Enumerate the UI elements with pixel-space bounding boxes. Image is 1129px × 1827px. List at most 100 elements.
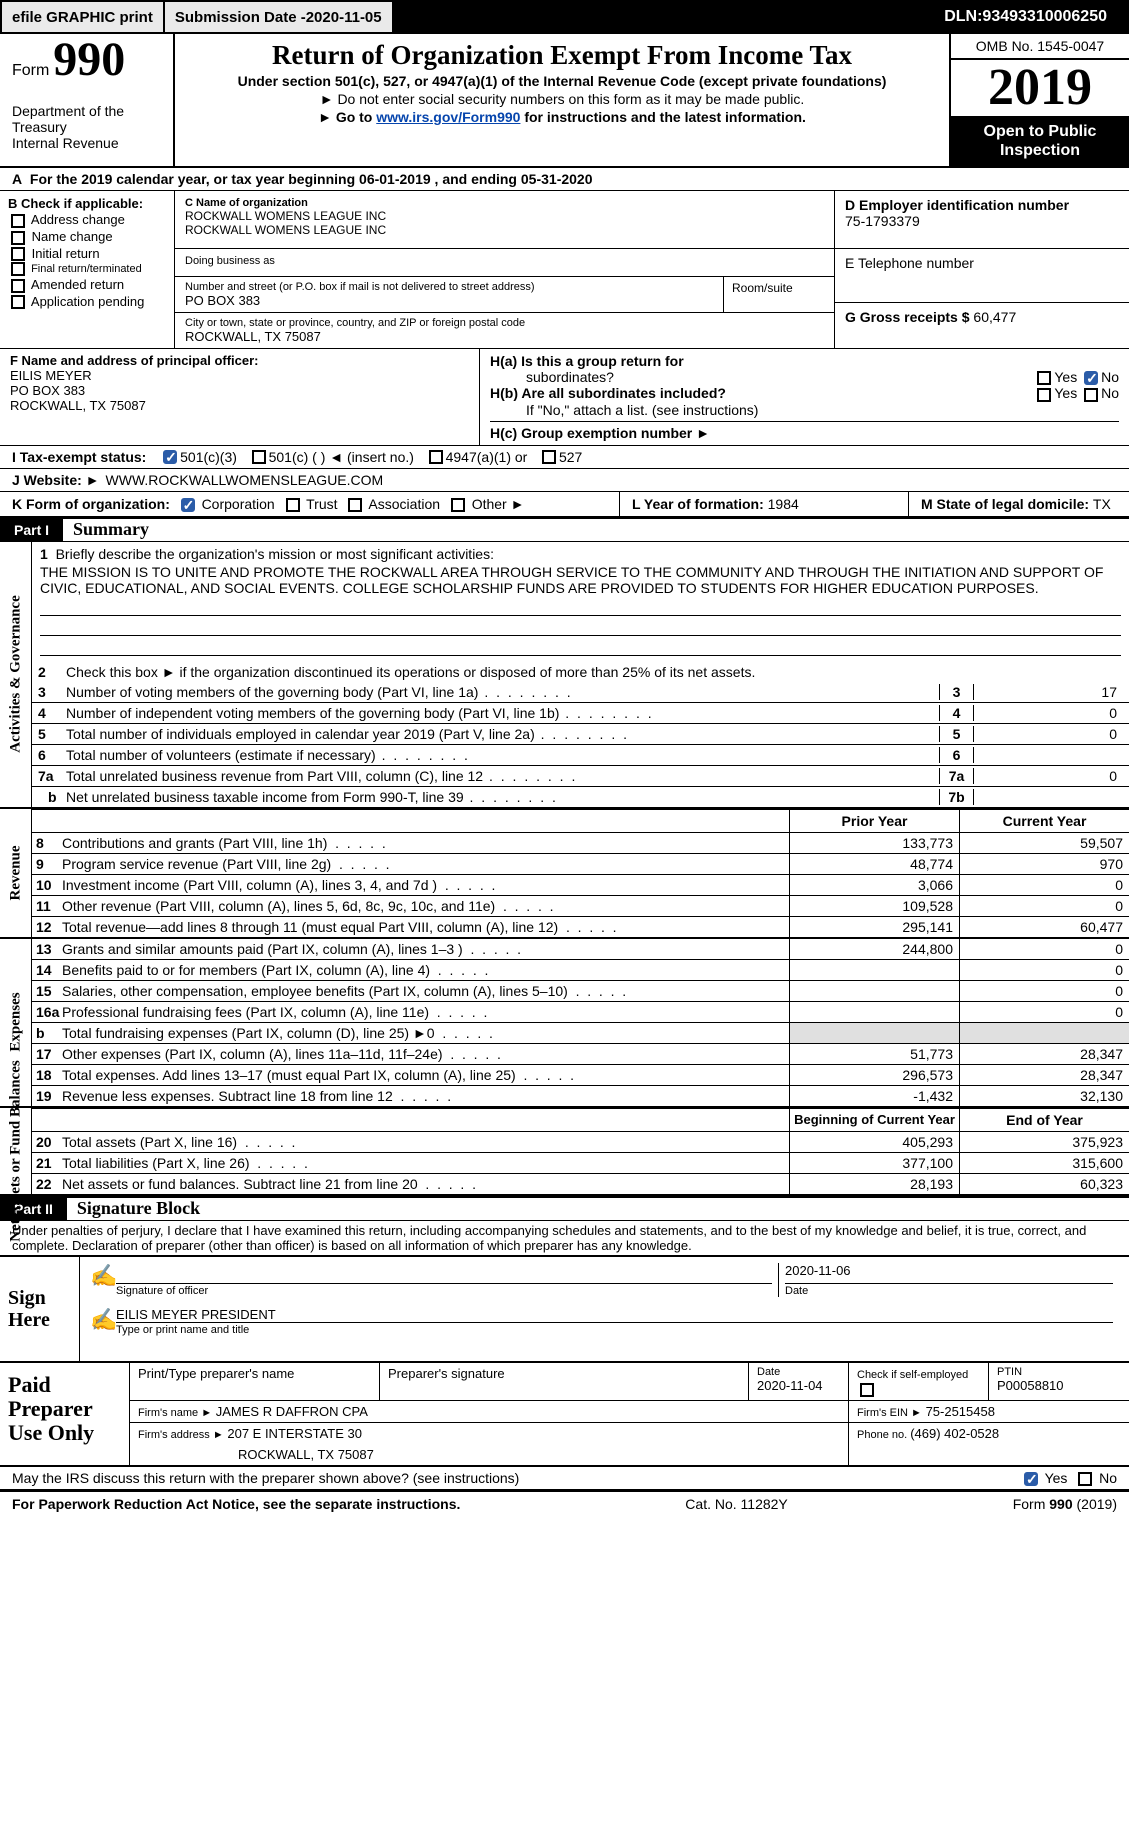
prep-name-header: Print/Type preparer's name [130,1363,380,1400]
irs-no-checkbox[interactable] [1078,1472,1092,1486]
row-i: I Tax-exempt status: 501(c)(3) 501(c) ( … [0,446,1129,469]
page-footer: For Paperwork Reduction Act Notice, see … [0,1490,1129,1522]
revenue-header: Prior Year Current Year [32,809,1129,833]
activities-vert-label: Activities & Governance [0,542,32,807]
firm-name-cell: Firm's name ► JAMES R DAFFRON CPA [130,1401,849,1422]
table-row: 10Investment income (Part VIII, column (… [32,875,1129,896]
line-7b-desc: Net unrelated business taxable income fr… [66,789,939,805]
box-d: D Employer identification number 75-1793… [834,191,1129,348]
k-trust-checkbox[interactable] [286,498,300,512]
firm-phone-cell: Phone no. (469) 402-0528 [849,1423,1129,1465]
signature-officer-label: Signature of officer [116,1283,772,1297]
street-label: Number and street (or P.O. box if mail i… [185,281,713,293]
website-value: WWW.ROCKWALLWOMENSLEAGUE.COM [106,472,384,488]
sign-date-value: 2020-11-06 [785,1263,1113,1283]
officer-name: EILIS MEYER [10,368,469,383]
net-header: Beginning of Current Year End of Year [32,1108,1129,1132]
chk-address-change[interactable]: Address change [8,212,166,228]
table-row: 11Other revenue (Part VIII, column (A), … [32,896,1129,917]
end-year-header: End of Year [959,1109,1129,1131]
footer-right: Form 990 (2019) [1013,1496,1117,1512]
hb-note: If "No," attach a list. (see instruction… [490,402,1119,418]
line-4-value: 0 [973,705,1123,721]
chk-name-change[interactable]: Name change [8,229,166,245]
ha-yes-checkbox[interactable] [1037,371,1051,385]
form990-link[interactable]: www.irs.gov/Form990 [376,109,520,125]
chk-final-return[interactable]: Final return/terminated [8,262,166,276]
prep-selfemp-cell: Check if self-employed [849,1363,989,1400]
efile-print-button[interactable]: efile GRAPHIC print [0,0,163,32]
chk-application-pending[interactable]: Application pending [8,294,166,310]
table-row: 13Grants and similar amounts paid (Part … [32,939,1129,960]
form-title-block: Return of Organization Exempt From Incom… [175,34,949,166]
k-assoc-checkbox[interactable] [348,498,362,512]
ha-label: H(a) Is this a group return for [490,353,684,369]
ha-no-checkbox[interactable] [1084,371,1098,385]
officer-name-title: EILIS MEYER PRESIDENT [116,1307,1113,1322]
netassets-vert-label: Net Assets or Fund Balances [0,1108,32,1194]
sign-date-label: Date [785,1283,1113,1297]
firm-ein-cell: Firm's EIN ► 75-2515458 [849,1401,1129,1422]
expenses-section: Expenses 13Grants and similar amounts pa… [0,939,1129,1108]
hb-yes-checkbox[interactable] [1037,388,1051,402]
box-b-title: B Check if applicable: [8,196,143,211]
i-527-checkbox[interactable] [542,450,556,464]
dln-value: 93493310006250 [982,8,1107,26]
irs-yes-checkbox[interactable] [1024,1472,1038,1486]
dba-cell: Doing business as [175,249,834,277]
mission-label: Briefly describe the organization's miss… [56,546,494,562]
box-c: C Name of organization ROCKWALL WOMENS L… [175,191,834,348]
row-k-lm: K Form of organization: Corporation Trus… [0,492,1129,517]
table-row: 12Total revenue—add lines 8 through 11 (… [32,917,1129,937]
mission-text: THE MISSION IS TO UNITE AND PROMOTE THE … [40,564,1121,596]
line-3-value: 17 [973,684,1123,700]
prep-ptin-cell: PTIN P00058810 [989,1363,1129,1400]
firm-addr-cell: Firm's address ► 207 E INTERSTATE 30 ROC… [130,1423,849,1465]
part-1-label: Part I [0,519,63,541]
i-4947-checkbox[interactable] [429,450,443,464]
officer-addr1: PO BOX 383 [10,383,469,398]
rule-line [40,598,1121,616]
officer-h-row: F Name and address of principal officer:… [0,348,1129,445]
chk-amended-return[interactable]: Amended return [8,277,166,293]
ein-value: 75-1793379 [845,213,1119,229]
row-k: K Form of organization: Corporation Trus… [0,492,620,516]
hb-no-checkbox[interactable] [1084,388,1098,402]
prior-year-header: Prior Year [789,810,959,832]
pen-icon: ✍ [90,1307,110,1336]
paid-preparer-label: Paid Preparer Use Only [0,1363,130,1465]
part-1-title: Summary [63,519,149,540]
i-501c-checkbox[interactable] [252,450,266,464]
box-b: B Check if applicable: Address change Na… [0,191,175,348]
rule-line [40,638,1121,656]
box-h: H(a) Is this a group return for subordin… [480,349,1129,444]
hb-label: H(b) Are all subordinates included? [490,385,726,401]
box-f: F Name and address of principal officer:… [0,349,480,444]
line-7a-desc: Total unrelated business revenue from Pa… [66,768,939,784]
form-title: Return of Organization Exempt From Incom… [185,40,939,71]
form-note-2: ► Go to www.irs.gov/Form990 for instruct… [185,109,939,125]
k-corp-checkbox[interactable] [181,498,195,512]
ein-label: D Employer identification number [845,197,1119,213]
rule-line [40,618,1121,636]
k-other-checkbox[interactable] [451,498,465,512]
irs-discuss-row: May the IRS discuss this return with the… [0,1467,1129,1490]
self-employed-checkbox[interactable] [860,1383,874,1397]
line-5-desc: Total number of individuals employed in … [66,726,939,742]
line-6-value [973,747,1123,763]
pen-icon: ✍ [90,1263,110,1297]
footer-left: For Paperwork Reduction Act Notice, see … [12,1496,460,1512]
table-row: bTotal fundraising expenses (Part IX, co… [32,1023,1129,1044]
irs-discuss-text: May the IRS discuss this return with the… [12,1470,519,1486]
gross-receipts-label: G Gross receipts $ [845,309,973,325]
org-name-2: ROCKWALL WOMENS LEAGUE INC [185,223,824,237]
table-row: 15Salaries, other compensation, employee… [32,981,1129,1002]
box-f-label: F Name and address of principal officer: [10,353,259,368]
city-value: ROCKWALL, TX 75087 [185,329,824,344]
i-501c3-checkbox[interactable] [163,450,177,464]
row-m: M State of legal domicile: TX [909,492,1129,516]
beginning-year-header: Beginning of Current Year [789,1109,959,1131]
dln-box: DLN: 93493310006250 [934,0,1129,32]
chk-initial-return[interactable]: Initial return [8,246,166,262]
form-header: Form 990 Department of the Treasury Inte… [0,34,1129,168]
